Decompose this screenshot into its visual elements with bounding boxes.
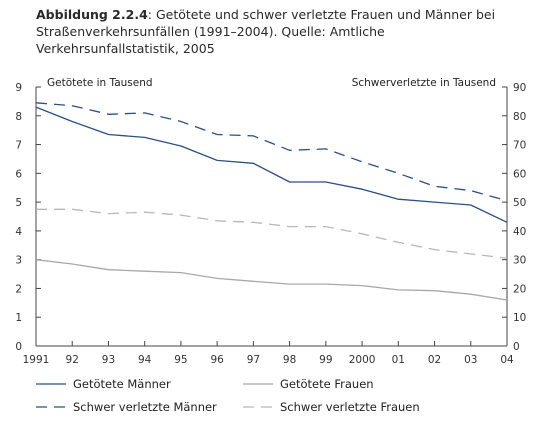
y-left-tick-label: 8 — [15, 111, 22, 123]
y-left-tick-label: 1 — [15, 312, 22, 324]
y-axis-right-label: Schwerverletzte in Tausend — [352, 77, 496, 89]
y-axis-left-label: Getötete in Tausend — [47, 77, 153, 89]
y-right-tick-label: 50 — [513, 197, 526, 209]
x-tick-label: 04 — [500, 354, 514, 366]
series-line — [36, 208, 508, 259]
x-tick-label: 2000 — [349, 354, 376, 366]
y-right-tick-label: 20 — [513, 283, 526, 295]
legend-label: Schwer verletzte Männer — [73, 400, 217, 414]
y-right-tick-label: 30 — [513, 255, 526, 267]
x-tick-label: 1991 — [23, 354, 50, 366]
series-line — [35, 106, 508, 223]
x-tick-label: 94 — [138, 354, 152, 366]
x-tick-label: 01 — [392, 354, 405, 366]
series-line — [35, 259, 508, 301]
y-right-tick-label: 60 — [513, 168, 526, 180]
chart-legend: Getötete Männer Getötete Frauen Schwer ver… — [36, 377, 420, 414]
y-left-tick-label: 0 — [15, 341, 22, 353]
y-left-tick-label: 3 — [15, 255, 22, 267]
x-tick-label: 97 — [247, 354, 260, 366]
y-right-tick-label: 40 — [513, 226, 526, 238]
y-right-tick-label: 10 — [513, 312, 526, 324]
figure-caption: Abbildung 2.2.4: Getötete und schwer ver… — [36, 6, 516, 57]
x-tick-label: 98 — [283, 354, 296, 366]
x-tick-label: 93 — [102, 354, 115, 366]
x-tick-label: 95 — [174, 354, 187, 366]
legend-label: Schwer verletzte Frauen — [280, 400, 420, 414]
y-right-tick-label: 70 — [513, 140, 526, 152]
y-left-tick-label: 5 — [15, 197, 22, 209]
x-tick-label: 99 — [319, 354, 332, 366]
y-left-tick-label: 4 — [15, 226, 22, 238]
y-right-tick-label: 80 — [513, 111, 526, 123]
figure-caption-text: : Getötete und schwer verletzte Frauen u… — [36, 7, 496, 56]
x-tick-label: 92 — [66, 354, 79, 366]
x-tick-label: 96 — [210, 354, 224, 366]
y-right-tick-label: 90 — [513, 82, 526, 94]
series-line — [35, 102, 508, 202]
y-right-tick-label: 0 — [513, 341, 520, 353]
y-left-tick-label: 7 — [15, 140, 22, 152]
legend-label: Getötete Frauen — [280, 377, 374, 391]
y-left-tick-label: 9 — [15, 82, 22, 94]
y-left-tick-label: 2 — [15, 283, 22, 295]
figure-label: Abbildung 2.2.4 — [36, 7, 148, 22]
x-tick-label: 02 — [428, 354, 441, 366]
y-left-tick-label: 6 — [15, 168, 22, 180]
legend-label: Getötete Männer — [73, 377, 171, 391]
chart-series — [35, 102, 508, 301]
x-tick-label: 03 — [464, 354, 477, 366]
